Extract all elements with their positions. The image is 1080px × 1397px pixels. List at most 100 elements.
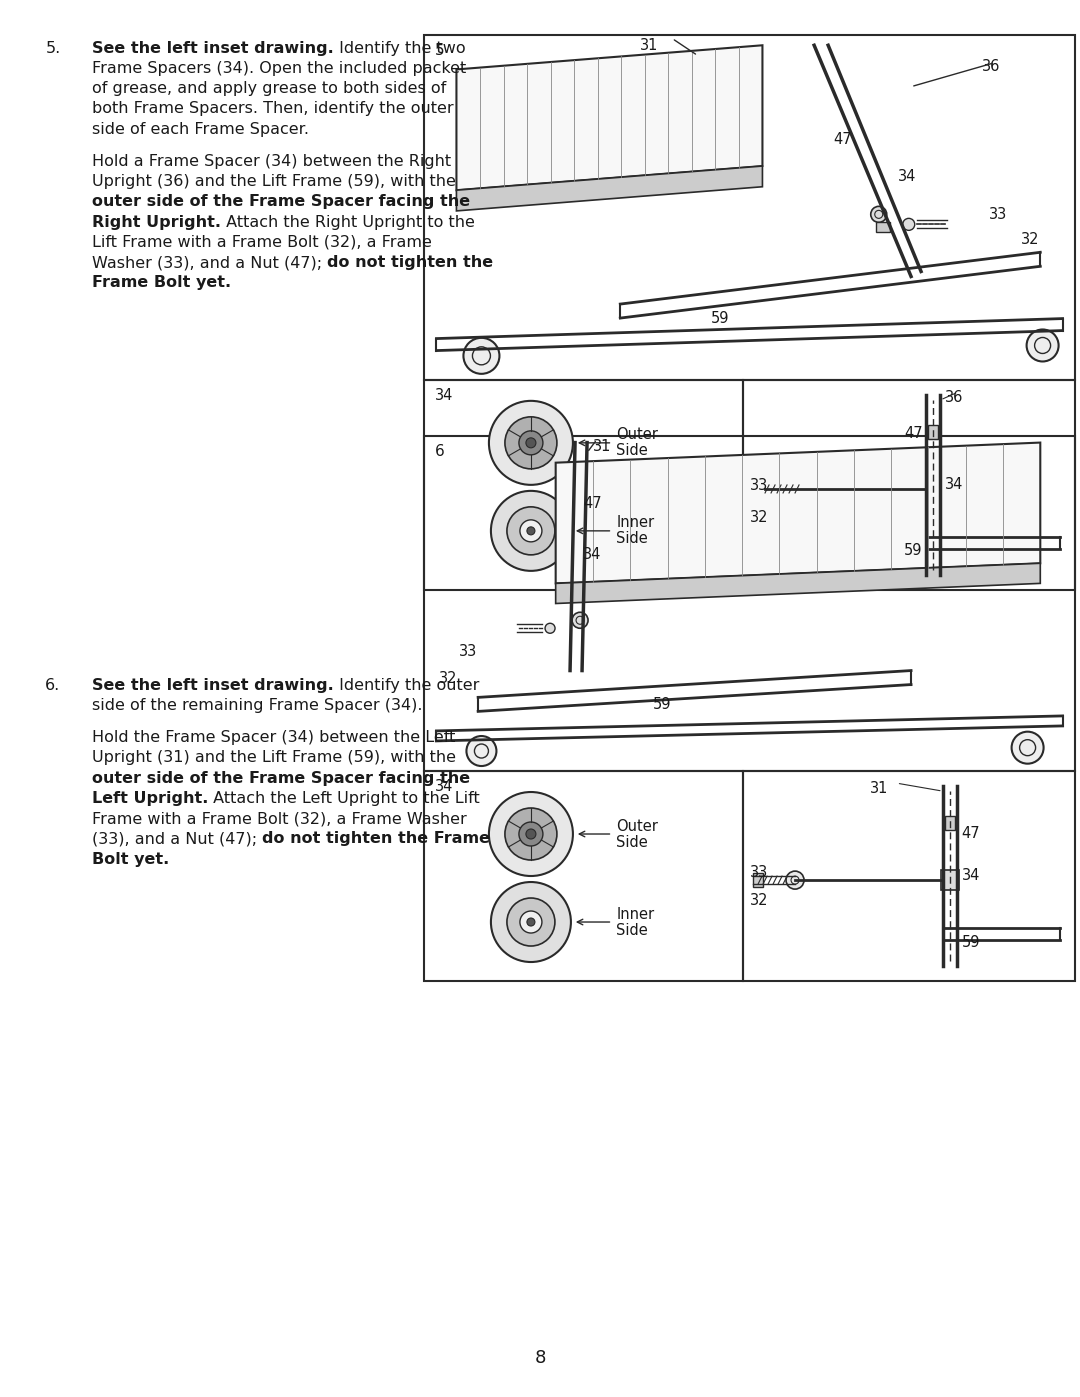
Circle shape [572,612,588,629]
Text: 31: 31 [639,38,658,53]
Circle shape [505,416,557,469]
Circle shape [754,479,774,499]
Text: 32: 32 [750,510,769,525]
Circle shape [518,821,543,847]
Text: 47: 47 [904,426,923,441]
Text: 59: 59 [904,543,922,559]
Text: Attach the Right Upright to the: Attach the Right Upright to the [220,215,475,229]
Circle shape [507,507,555,555]
Text: 32: 32 [1021,232,1039,247]
Bar [929,425,939,439]
Text: 5: 5 [434,43,444,57]
Text: Outer: Outer [617,819,659,834]
Text: Side: Side [617,834,648,849]
Text: Upright (31) and the Lift Frame (59), with the: Upright (31) and the Lift Frame (59), wi… [92,750,456,766]
Circle shape [489,792,572,876]
Text: Identify the two: Identify the two [334,41,465,56]
Text: 59: 59 [711,312,729,326]
Text: Right Upright.: Right Upright. [92,215,220,229]
Circle shape [1012,732,1043,764]
Text: Side: Side [617,922,648,937]
Text: 8: 8 [535,1350,545,1368]
Text: do not tighten the Frame: do not tighten the Frame [262,831,490,847]
Polygon shape [457,166,762,211]
Polygon shape [556,563,1040,604]
Text: 59: 59 [652,697,671,712]
Text: Upright (36) and the Lift Frame (59), with the: Upright (36) and the Lift Frame (59), wi… [92,175,456,189]
Circle shape [903,218,915,231]
Bar [876,222,890,232]
Text: Hold the Frame Spacer (34) between the Left: Hold the Frame Spacer (34) between the L… [92,731,455,745]
Circle shape [463,338,499,374]
Bar [941,870,959,890]
Text: Bolt yet.: Bolt yet. [92,852,170,866]
Text: 31: 31 [593,439,611,454]
Text: 34: 34 [899,169,917,184]
Circle shape [491,490,571,571]
Text: Outer: Outer [617,427,659,443]
Polygon shape [556,443,1040,584]
Text: 34: 34 [945,478,963,492]
Bar [424,771,743,981]
Bar [924,479,942,499]
Text: See the left inset drawing.: See the left inset drawing. [92,41,334,56]
Text: outer side of the Frame Spacer facing the: outer side of the Frame Spacer facing th… [92,771,470,785]
Bar [753,873,764,887]
Circle shape [545,623,555,633]
Text: Frame Bolt yet.: Frame Bolt yet. [92,275,231,291]
Bar [424,35,1075,380]
Text: 36: 36 [982,59,1000,74]
Circle shape [1027,330,1058,362]
Bar [424,380,743,590]
Text: of grease, and apply grease to both sides of: of grease, and apply grease to both side… [92,81,446,96]
Text: 47: 47 [834,131,852,147]
Text: 33: 33 [750,479,768,493]
Text: Identify the outer: Identify the outer [334,678,478,693]
Circle shape [527,527,535,535]
Text: (33), and a Nut (47);: (33), and a Nut (47); [92,831,262,847]
Text: 32: 32 [750,893,769,908]
Text: do not tighten the: do not tighten the [327,256,494,270]
Text: 36: 36 [945,390,963,405]
Text: 34: 34 [962,869,981,883]
Polygon shape [457,45,762,190]
Text: side of each Frame Spacer.: side of each Frame Spacer. [92,122,309,137]
Text: 33: 33 [459,644,477,659]
Circle shape [489,401,572,485]
Circle shape [526,437,536,448]
Text: 33: 33 [750,866,768,880]
Text: 5.: 5. [45,41,60,56]
Text: both Frame Spacers. Then, identify the outer: both Frame Spacers. Then, identify the o… [92,102,454,116]
Text: 47: 47 [962,826,981,841]
Bar [945,816,955,830]
Text: 34: 34 [434,780,453,793]
Text: 32: 32 [440,671,458,686]
Text: Left Upright.: Left Upright. [92,791,208,806]
Text: 6.: 6. [45,678,60,693]
Circle shape [491,882,571,963]
Text: 33: 33 [988,208,1007,222]
Circle shape [507,898,555,946]
Circle shape [527,918,535,926]
Circle shape [467,736,497,766]
Text: side of the remaining Frame Spacer (34).: side of the remaining Frame Spacer (34). [92,697,422,712]
Text: 6: 6 [434,444,444,458]
Circle shape [519,911,542,933]
Circle shape [518,430,543,455]
Circle shape [526,828,536,840]
Text: Inner: Inner [617,907,654,922]
Bar [424,436,1075,771]
Text: Attach the Left Upright to the Lift: Attach the Left Upright to the Lift [208,791,480,806]
Text: Lift Frame with a Frame Bolt (32), a Frame: Lift Frame with a Frame Bolt (32), a Fra… [92,235,432,250]
Circle shape [519,520,542,542]
Text: outer side of the Frame Spacer facing the: outer side of the Frame Spacer facing th… [92,194,470,210]
Text: Side: Side [617,443,648,458]
Circle shape [505,807,557,861]
Bar [743,771,1075,981]
Text: See the left inset drawing.: See the left inset drawing. [92,678,334,693]
Circle shape [870,207,887,222]
Text: 34: 34 [434,388,453,402]
Text: Washer (33), and a Nut (47);: Washer (33), and a Nut (47); [92,256,327,270]
Text: Side: Side [617,531,648,546]
Text: 59: 59 [962,935,981,950]
